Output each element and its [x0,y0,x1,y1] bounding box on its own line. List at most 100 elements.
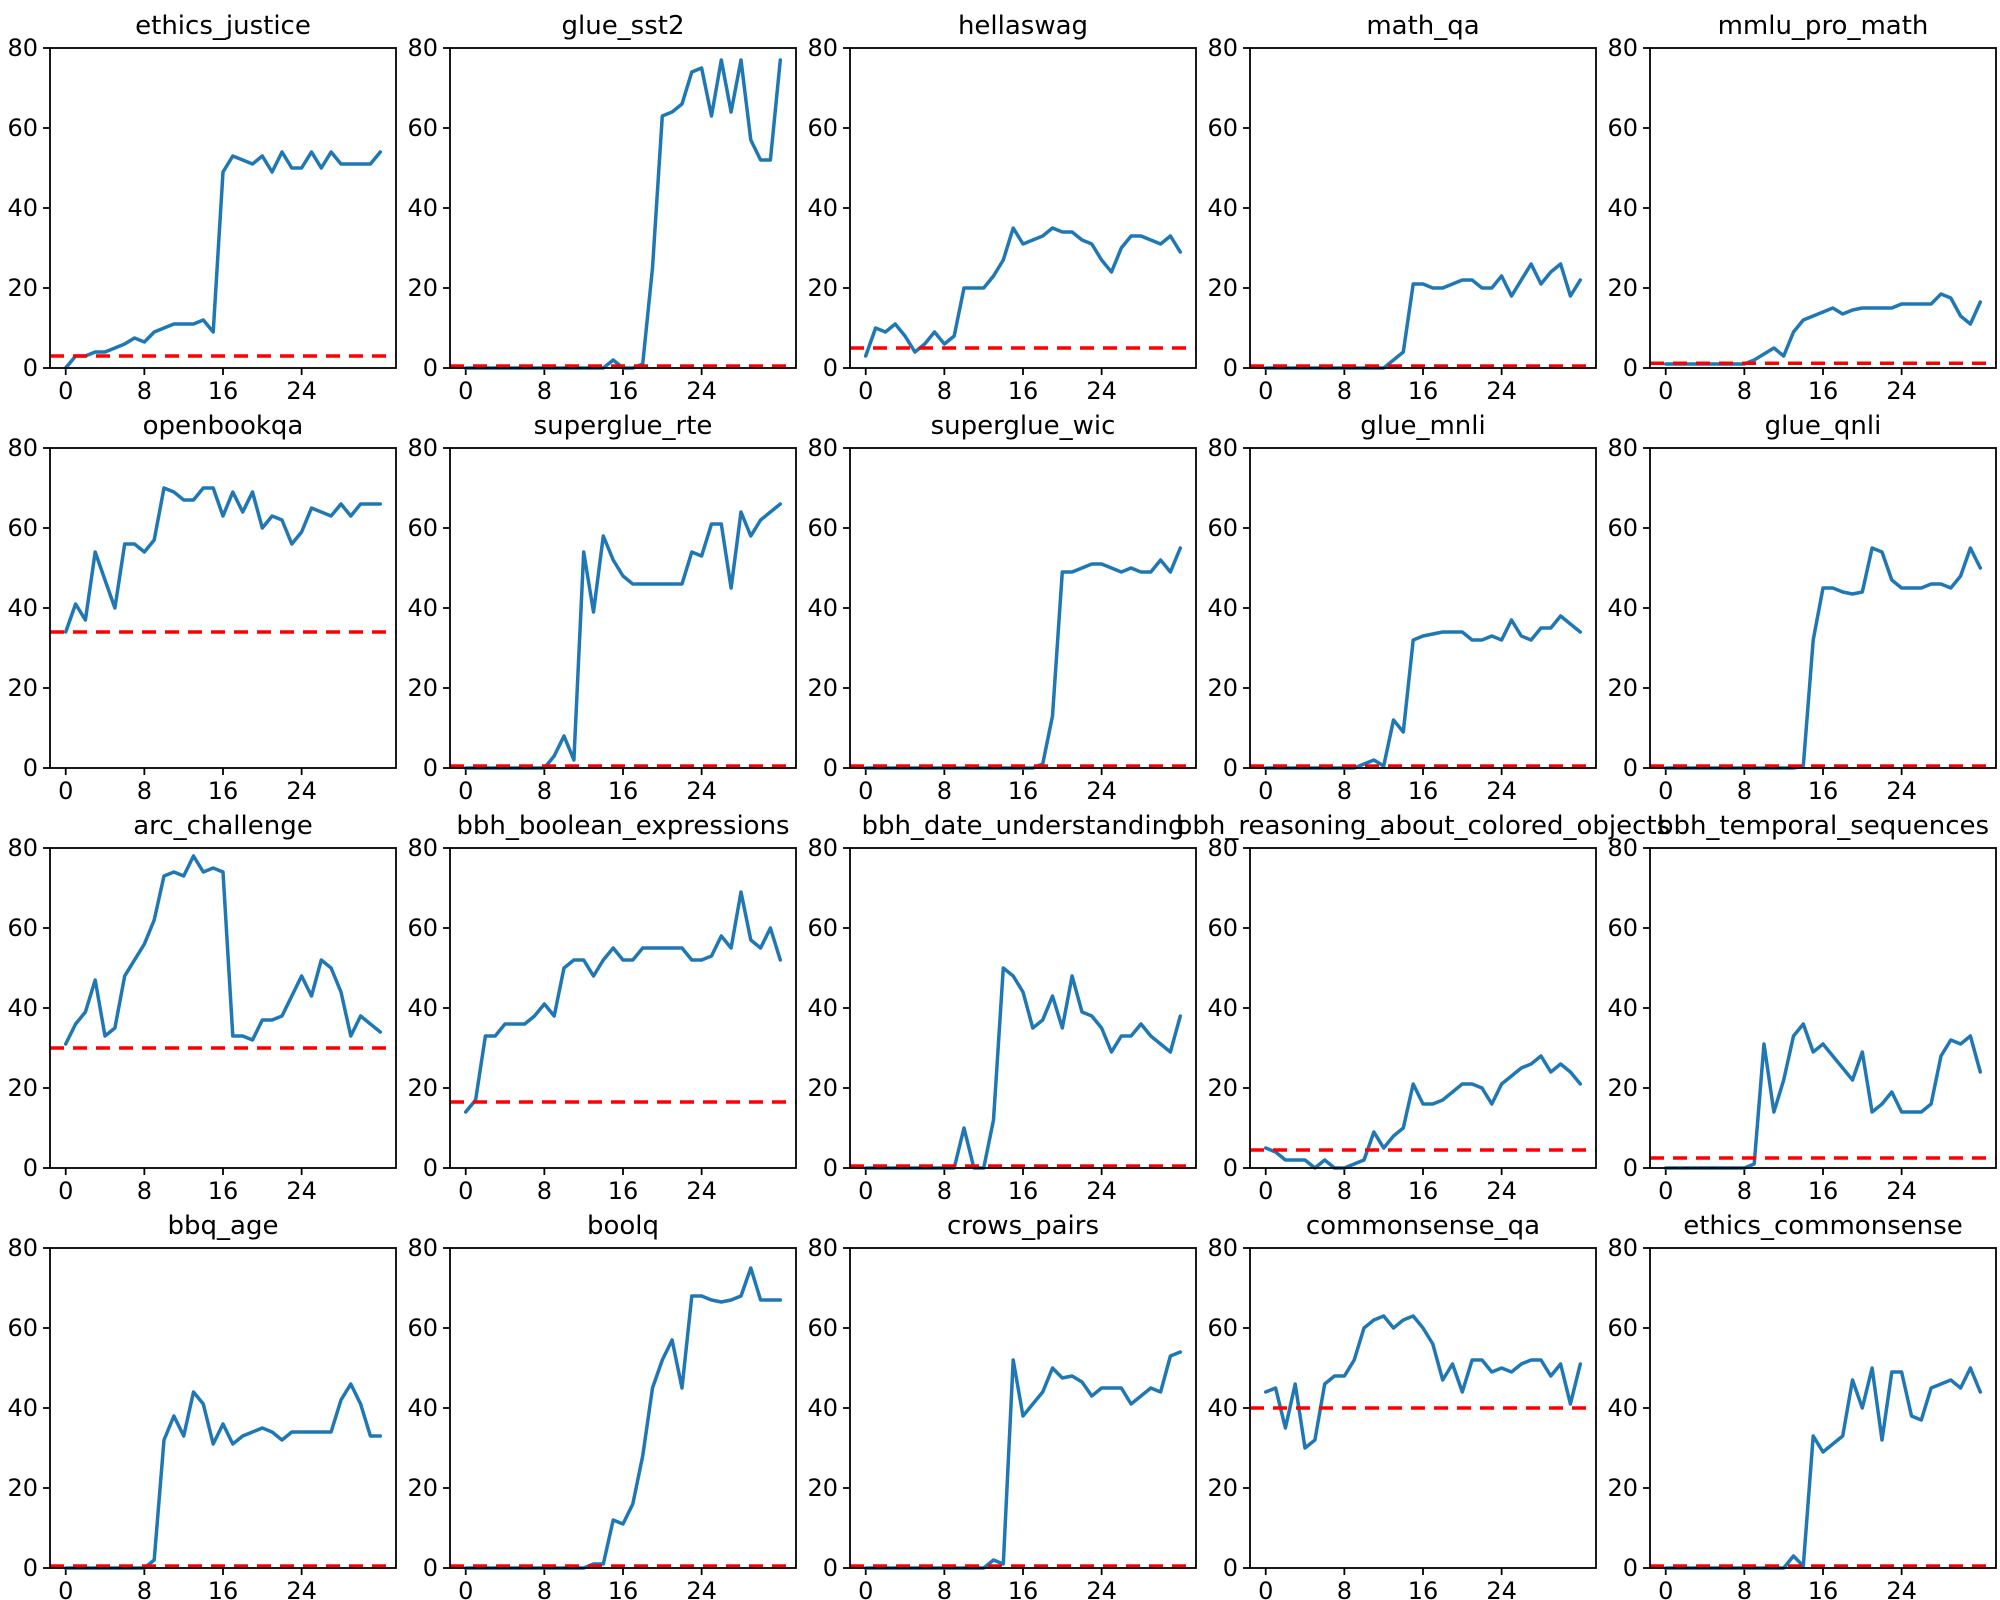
y-tick-label: 60 [1607,914,1638,942]
y-tick-label: 0 [23,354,38,382]
metric-line [1263,262,1583,370]
x-tick-label: 0 [858,377,873,405]
y-tick-label: 60 [1207,514,1238,542]
y-tick-label: 0 [23,1554,38,1582]
y-tick-label: 0 [1623,1154,1638,1182]
plot-border [1249,1247,1597,1569]
x-tick-label: 0 [58,777,73,805]
subplot-bbh_reasoning_about_colored_objects: 0 20 40 60 80 0 8 16 24 bbh_reasoning_about_color… [1176,811,1670,1205]
subplot-bbh_temporal_sequences: 0 20 40 60 80 0 8 16 24 bbh_temporal_sequences [1607,811,1997,1205]
x-tick-label: 8 [537,377,552,405]
y-tick-label: 40 [7,1394,38,1422]
y-tick-label: 60 [407,114,438,142]
x-tick-label: 16 [608,1577,639,1600]
y-tick-label: 20 [807,274,838,302]
x-tick-label: 24 [286,777,317,805]
y-tick-label: 40 [407,594,438,622]
subplot-title: ethics_commonsense [1683,1211,1963,1241]
x-tick-label: 0 [858,1577,873,1600]
x-tick-label: 24 [1086,777,1117,805]
y-tick-label: 40 [807,994,838,1022]
y-tick-label: 40 [7,594,38,622]
y-tick-label: 40 [807,1394,838,1422]
metric-line [1663,292,1983,366]
subplot-title: bbh_boolean_expressions [456,811,789,841]
x-tick-label: 16 [608,1177,639,1205]
x-tick-label: 24 [1886,1577,1917,1600]
x-tick-label: 8 [537,1177,552,1205]
y-tick-label: 0 [1623,354,1638,382]
y-tick-label: 40 [1607,1394,1638,1422]
x-tick-label: 8 [937,777,952,805]
subplot-title: superglue_rte [534,411,713,441]
y-tick-label: 60 [1207,914,1238,942]
subplot-bbh_boolean_expressions: 0 20 40 60 80 0 8 16 24 bbh_boolean_expressions [407,811,797,1205]
metric-line [63,854,383,1046]
y-tick-label: 20 [407,1474,438,1502]
x-tick-label: 16 [208,1177,239,1205]
plot-border [849,47,1197,369]
subplot-mmlu_pro_math: 0 20 40 60 80 0 8 16 24 mmlu_pro_math [1607,11,1997,405]
y-tick-label: 60 [807,514,838,542]
x-tick-label: 16 [1008,1577,1039,1600]
y-tick-label: 40 [807,594,838,622]
x-tick-label: 8 [1737,1577,1752,1600]
x-tick-label: 8 [1337,1177,1352,1205]
metric-line [463,58,783,370]
plot-border [449,847,797,1169]
y-tick-label: 80 [407,434,438,462]
subplot-title: commonsense_qa [1306,1211,1540,1241]
x-tick-label: 16 [208,777,239,805]
y-tick-label: 0 [1223,1554,1238,1582]
subplot-title: openbookqa [143,411,304,441]
y-tick-label: 40 [1207,1394,1238,1422]
plot-border [49,47,397,369]
subplot-boolq: 0 20 40 60 80 0 8 16 24 boolq [407,1211,797,1600]
y-tick-label: 60 [807,914,838,942]
x-tick-label: 8 [1737,777,1752,805]
subplot-title: bbh_reasoning_about_colored_objects [1176,811,1670,841]
x-tick-label: 8 [137,1577,152,1600]
x-tick-label: 8 [1337,377,1352,405]
y-tick-label: 20 [1207,674,1238,702]
plot-border [449,1247,797,1569]
y-tick-label: 60 [7,914,38,942]
y-tick-label: 60 [407,1314,438,1342]
x-tick-label: 24 [1486,1177,1517,1205]
subplot-title: hellaswag [958,11,1088,41]
metric-line [863,546,1183,770]
y-tick-label: 40 [1607,994,1638,1022]
y-tick-label: 20 [807,674,838,702]
x-tick-label: 0 [858,1177,873,1205]
y-tick-label: 40 [7,994,38,1022]
y-tick-label: 0 [1623,1554,1638,1582]
subplot-title: glue_sst2 [561,11,684,41]
subplot-glue_sst2: 0 20 40 60 80 0 8 16 24 glue_sst2 [407,11,797,405]
plot-border [849,447,1197,769]
y-tick-label: 60 [7,114,38,142]
subplot-cell-glue_qnli: 0 20 40 60 80 0 8 16 24 glue_qnli [1600,400,2000,805]
y-tick-label: 60 [7,1314,38,1342]
subplot-cell-glue_sst2: 0 20 40 60 80 0 8 16 24 glue_sst2 [400,0,800,405]
y-tick-label: 0 [823,754,838,782]
y-tick-label: 0 [1223,1154,1238,1182]
subplot-title: math_qa [1366,11,1479,41]
y-tick-label: 60 [1607,114,1638,142]
x-tick-label: 0 [1658,1577,1673,1600]
x-tick-label: 16 [1408,377,1439,405]
subplot-title: ethics_justice [135,11,311,41]
plot-border [849,847,1197,1169]
subplot-cell-glue_mnli: 0 20 40 60 80 0 8 16 24 glue_mnli [1200,400,1600,805]
y-tick-label: 0 [1623,754,1638,782]
x-tick-label: 16 [1008,1177,1039,1205]
x-tick-label: 16 [1008,777,1039,805]
y-tick-label: 80 [1207,1234,1238,1262]
y-tick-label: 20 [1207,274,1238,302]
subplot-title: crows_pairs [947,1211,1099,1241]
y-tick-label: 60 [1607,514,1638,542]
x-tick-label: 16 [208,1577,239,1600]
y-tick-label: 80 [807,834,838,862]
subplot-title: bbh_date_understanding [861,811,1184,841]
y-tick-label: 80 [7,834,38,862]
subplot-cell-mmlu_pro_math: 0 20 40 60 80 0 8 16 24 mmlu_pro_math [1600,0,2000,405]
